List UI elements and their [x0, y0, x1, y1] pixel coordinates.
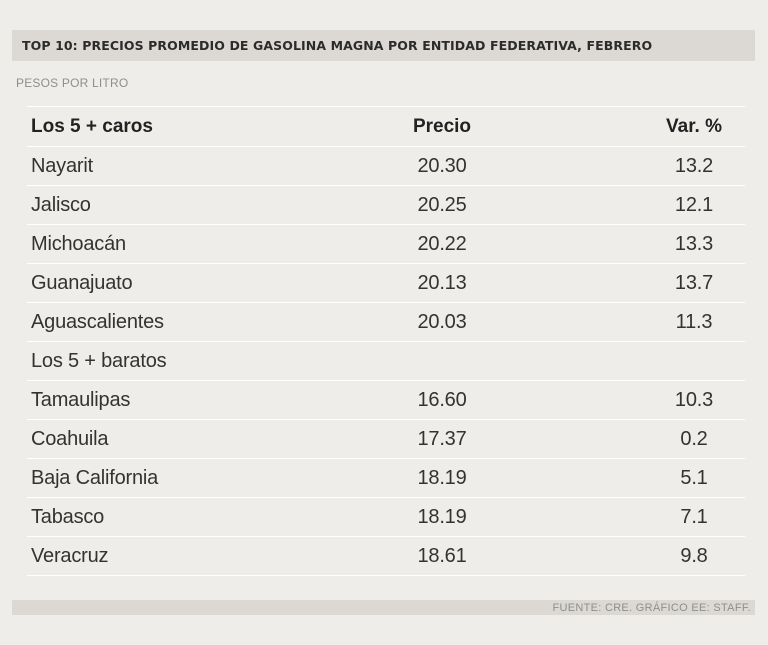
price-value: 18.19: [417, 505, 467, 528]
table-row: Baja California 18.19 5.1: [27, 459, 745, 498]
table-title: TOP 10: PRECIOS PROMEDIO DE GASOLINA MAG…: [12, 30, 755, 61]
table-subtitle: PESOS POR LITRO: [16, 76, 129, 90]
state-name: Tamaulipas: [31, 388, 131, 411]
price-value: 20.22: [417, 232, 467, 255]
variation-value: 10.3: [674, 388, 714, 411]
table-row: Jalisco 20.25 12.1: [27, 186, 745, 225]
price-value: 18.61: [417, 544, 467, 567]
state-name: Coahuila: [31, 427, 109, 450]
table-row: Tamaulipas 16.60 10.3: [27, 381, 745, 420]
table-row: Tabasco 18.19 7.1: [27, 498, 745, 537]
table-row: Coahuila 17.37 0.2: [27, 420, 745, 459]
header-variation: Var. %: [666, 115, 722, 137]
price-value: 20.30: [417, 154, 467, 177]
table-row: Guanajuato 20.13 13.7: [27, 264, 745, 303]
header-state: Los 5 + caros: [31, 115, 153, 137]
variation-value: [649, 342, 739, 380]
state-name: Baja California: [31, 466, 159, 489]
state-name: Veracruz: [31, 544, 109, 567]
table-row: Michoacán 20.22 13.3: [27, 225, 745, 264]
variation-value: 9.8: [680, 544, 708, 567]
table-header-row: Los 5 + caros Precio Var. %: [27, 107, 745, 147]
price-value: 20.03: [417, 310, 467, 333]
table-row: Nayarit 20.30 13.2: [27, 147, 745, 186]
table-row: Aguascalientes 20.03 11.3: [27, 303, 745, 342]
state-name: Tabasco: [31, 505, 105, 528]
variation-value: 0.2: [680, 427, 708, 450]
variation-value: 13.3: [674, 232, 714, 255]
header-price: Precio: [412, 115, 472, 137]
price-table: Los 5 + caros Precio Var. % Nayarit 20.3…: [27, 106, 745, 576]
price-value: 20.25: [417, 193, 467, 216]
variation-value: 7.1: [680, 505, 708, 528]
section-label: Los 5 + baratos: [31, 349, 167, 372]
price-value: [397, 342, 487, 380]
price-value: 20.13: [417, 271, 467, 294]
state-name: Nayarit: [31, 154, 93, 177]
state-name: Michoacán: [31, 232, 126, 255]
price-value: 16.60: [417, 388, 467, 411]
price-value: 18.19: [417, 466, 467, 489]
variation-value: 11.3: [675, 310, 713, 333]
variation-value: 12.1: [674, 193, 714, 216]
variation-value: 5.1: [680, 466, 708, 489]
variation-value: 13.2: [674, 154, 714, 177]
state-name: Guanajuato: [31, 271, 133, 294]
source-footer: FUENTE: CRE. GRÁFICO EE: STAFF.: [12, 600, 755, 615]
section-label-row: Los 5 + baratos: [27, 342, 745, 381]
table-row: Veracruz 18.61 9.8: [27, 537, 745, 576]
state-name: Aguascalientes: [31, 310, 164, 333]
price-value: 17.37: [417, 427, 467, 450]
state-name: Jalisco: [31, 193, 91, 216]
variation-value: 13.7: [674, 271, 714, 294]
